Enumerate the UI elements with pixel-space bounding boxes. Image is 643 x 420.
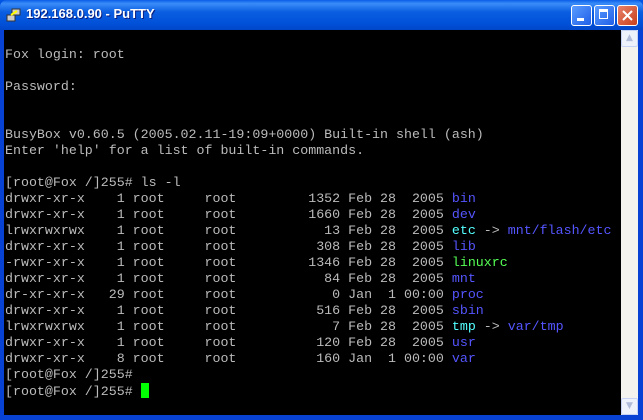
terminal-text: drwxr-xr-x 1 root root 516 Feb 28 2005: [5, 303, 452, 318]
terminal-text: Enter 'help' for a list of built-in comm…: [5, 143, 365, 158]
terminal-line: [root@Fox /]255#: [5, 383, 611, 399]
terminal-text: Password:: [5, 79, 77, 94]
terminal-line: drwxr-xr-x 1 root root 84 Feb 28 2005 mn…: [5, 271, 611, 287]
scroll-up-button[interactable]: ▲: [621, 30, 638, 47]
terminal-text: dev: [451, 207, 476, 222]
terminal-line: [root@Fox /]255#: [5, 367, 611, 383]
terminal-text: mnt/flash/etc: [507, 223, 612, 238]
terminal-line: [5, 111, 611, 127]
terminal-output: Fox login: root Password: BusyBox v0.60.5 …: [5, 31, 611, 399]
terminal-text: lrwxrwxrwx 1 root root 7 Feb 28 2005: [5, 319, 452, 334]
chevron-up-icon: ▲: [626, 33, 633, 43]
terminal-text: mnt: [451, 271, 476, 286]
putty-icon[interactable]: [6, 7, 22, 23]
terminal-line: lrwxrwxrwx 1 root root 13 Feb 28 2005 et…: [5, 223, 611, 239]
terminal-text: var/tmp: [507, 319, 564, 334]
terminal-text: lrwxrwxrwx 1 root root 13 Feb 28 2005: [5, 223, 452, 238]
terminal-line: Enter 'help' for a list of built-in comm…: [5, 143, 611, 159]
terminal-line: drwxr-xr-x 1 root root 1352 Feb 28 2005 …: [5, 191, 611, 207]
terminal-text: etc: [451, 223, 476, 238]
terminal-text: proc: [451, 287, 484, 302]
terminal-text: ->: [475, 223, 508, 238]
terminal-line: drwxr-xr-x 8 root root 160 Jan 1 00:00 v…: [5, 351, 611, 367]
terminal-text: drwxr-xr-x 1 root root 1660 Feb 28 2005: [5, 207, 452, 222]
terminal-text: drwxr-xr-x 1 root root 120 Feb 28 2005: [5, 335, 452, 350]
terminal-text: [root@Fox /]255# ls -l: [5, 175, 181, 190]
minimize-button[interactable]: [571, 5, 592, 26]
terminal-line: dr-xr-xr-x 29 root root 0 Jan 1 00:00 pr…: [5, 287, 611, 303]
window-title: 192.168.0.90 - PuTTY: [26, 6, 155, 21]
terminal-line: [root@Fox /]255# ls -l: [5, 175, 611, 191]
terminal-text: -rwxr-xr-x 1 root root 1346 Feb 28 2005: [5, 255, 452, 270]
terminal-text: lib: [451, 239, 476, 254]
terminal-line: [5, 63, 611, 79]
chevron-down-icon: ▼: [626, 401, 633, 411]
vertical-scrollbar[interactable]: ▲ ▼: [621, 30, 638, 415]
terminal-text: Fox login: root: [5, 47, 125, 62]
terminal-text: drwxr-xr-x 1 root root 84 Feb 28 2005: [5, 271, 452, 286]
terminal-text: linuxrc: [451, 255, 508, 270]
terminal-line: drwxr-xr-x 1 root root 1660 Feb 28 2005 …: [5, 207, 611, 223]
maximize-button[interactable]: [594, 5, 615, 26]
minimize-icon: [577, 18, 584, 21]
terminal-text: var: [451, 351, 476, 366]
maximize-icon: [599, 9, 608, 19]
scroll-down-button[interactable]: ▼: [621, 398, 638, 415]
terminal-text: drwxr-xr-x 1 root root 1352 Feb 28 2005: [5, 191, 452, 206]
terminal-line: [5, 95, 611, 111]
terminal-text: [root@Fox /]255#: [5, 367, 133, 382]
close-icon: [622, 10, 633, 21]
terminal-line: drwxr-xr-x 1 root root 120 Feb 28 2005 u…: [5, 335, 611, 351]
terminal-line: [5, 31, 611, 47]
terminal-text: sbin: [451, 303, 484, 318]
title-bar[interactable]: 192.168.0.90 - PuTTY: [0, 0, 643, 30]
terminal-line: lrwxrwxrwx 1 root root 7 Feb 28 2005 tmp…: [5, 319, 611, 335]
terminal-line: Fox login: root: [5, 47, 611, 63]
terminal-line: drwxr-xr-x 1 root root 308 Feb 28 2005 l…: [5, 239, 611, 255]
terminal-screen[interactable]: Fox login: root Password: BusyBox v0.60.5 …: [4, 30, 621, 415]
terminal-line: -rwxr-xr-x 1 root root 1346 Feb 28 2005 …: [5, 255, 611, 271]
terminal-text: ->: [475, 319, 508, 334]
terminal-text: bin: [451, 191, 476, 206]
terminal-line: BusyBox v0.60.5 (2005.02.11-19:09+0000) …: [5, 127, 611, 143]
terminal-text: tmp: [451, 319, 476, 334]
terminal-line: drwxr-xr-x 1 root root 516 Feb 28 2005 s…: [5, 303, 611, 319]
terminal-text: usr: [451, 335, 476, 350]
terminal-text: dr-xr-xr-x 29 root root 0 Jan 1 00:00: [5, 287, 452, 302]
terminal-cursor: [140, 383, 149, 398]
terminal-text: drwxr-xr-x 8 root root 160 Jan 1 00:00: [5, 351, 452, 366]
terminal-line: Password:: [5, 79, 611, 95]
terminal-text: BusyBox v0.60.5 (2005.02.11-19:09+0000) …: [5, 127, 484, 142]
terminal-text: drwxr-xr-x 1 root root 308 Feb 28 2005: [5, 239, 452, 254]
close-button[interactable]: [617, 5, 638, 26]
terminal-line: [5, 159, 611, 175]
terminal-text: [root@Fox /]255#: [5, 384, 141, 399]
